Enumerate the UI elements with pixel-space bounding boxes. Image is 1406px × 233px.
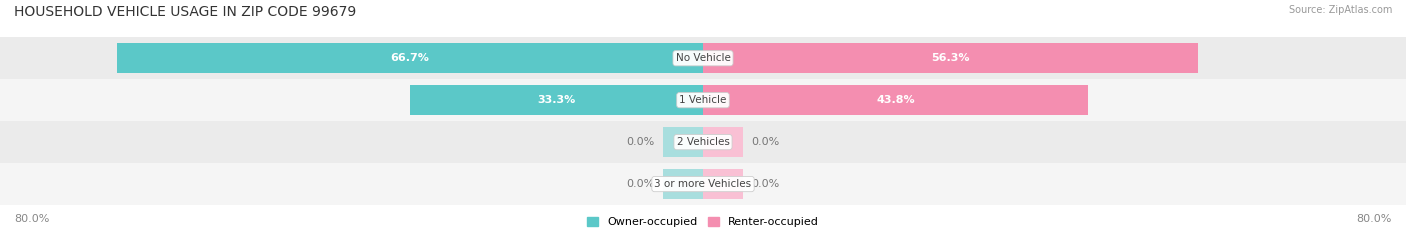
Text: 80.0%: 80.0% xyxy=(1357,214,1392,224)
Bar xyxy=(0,163,1406,205)
Text: HOUSEHOLD VEHICLE USAGE IN ZIP CODE 99679: HOUSEHOLD VEHICLE USAGE IN ZIP CODE 9967… xyxy=(14,5,356,19)
Text: 3 or more Vehicles: 3 or more Vehicles xyxy=(654,179,752,189)
Text: 43.8%: 43.8% xyxy=(876,95,915,105)
Text: 56.3%: 56.3% xyxy=(931,53,970,63)
Text: 2 Vehicles: 2 Vehicles xyxy=(676,137,730,147)
Text: 0.0%: 0.0% xyxy=(627,137,655,147)
Text: 33.3%: 33.3% xyxy=(537,95,576,105)
Bar xyxy=(703,43,1198,73)
Text: 66.7%: 66.7% xyxy=(391,53,429,63)
Text: 1 Vehicle: 1 Vehicle xyxy=(679,95,727,105)
Text: No Vehicle: No Vehicle xyxy=(675,53,731,63)
Text: 80.0%: 80.0% xyxy=(14,214,49,224)
Text: 0.0%: 0.0% xyxy=(627,179,655,189)
Text: 0.0%: 0.0% xyxy=(751,137,779,147)
Bar xyxy=(0,79,1406,121)
Bar xyxy=(664,127,703,157)
Bar xyxy=(117,43,703,73)
Legend: Owner-occupied, Renter-occupied: Owner-occupied, Renter-occupied xyxy=(586,217,820,227)
Bar xyxy=(411,85,703,115)
Bar xyxy=(703,85,1088,115)
Text: 0.0%: 0.0% xyxy=(751,179,779,189)
Bar xyxy=(703,127,742,157)
Bar xyxy=(703,169,742,199)
Bar xyxy=(664,169,703,199)
Text: Source: ZipAtlas.com: Source: ZipAtlas.com xyxy=(1288,5,1392,15)
Bar xyxy=(0,121,1406,163)
Bar xyxy=(0,37,1406,79)
